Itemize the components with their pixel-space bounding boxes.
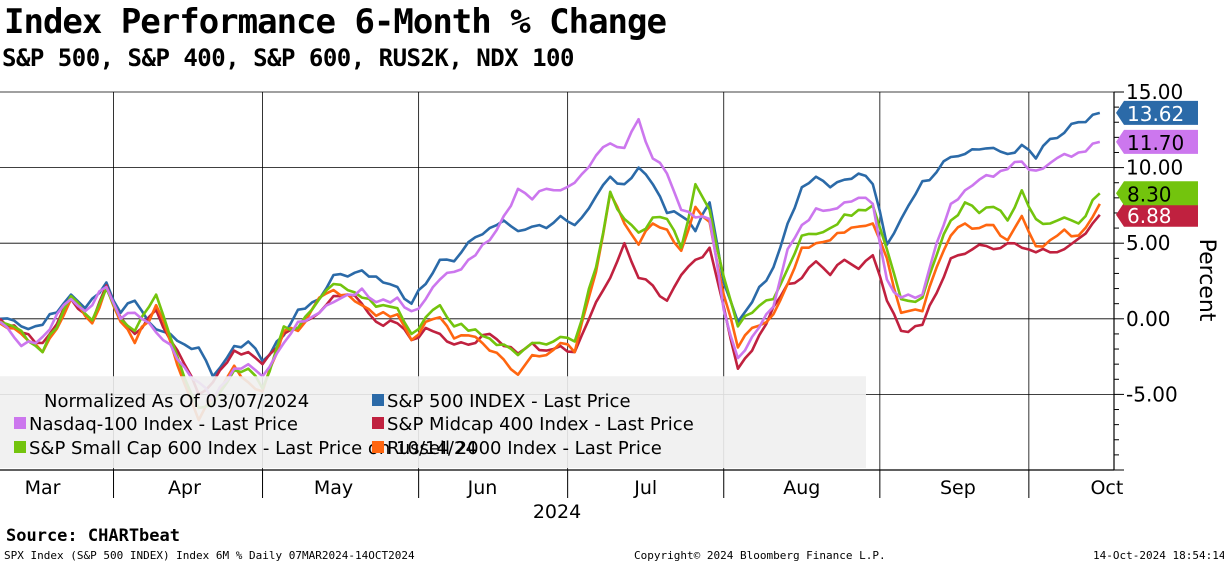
last-value-label-5: 11.70 bbox=[1127, 131, 1184, 155]
x-tick-label: Jun bbox=[467, 477, 498, 499]
legend-entry: S&P Midcap 400 Index - Last Price bbox=[387, 414, 694, 435]
x-tick-label: Oct bbox=[1090, 477, 1123, 499]
source-note: Source: CHARTbeat bbox=[6, 526, 180, 546]
chart-subtitle: S&P 500, S&P 400, S&P 600, RUS2K, NDX 10… bbox=[2, 44, 574, 72]
x-tick-label: Mar bbox=[25, 477, 61, 499]
legend: Normalized As Of 03/07/2024 S&P 500 INDEX… bbox=[0, 376, 866, 468]
y-tick-label: 10.00 bbox=[1126, 156, 1183, 180]
series-line-1 bbox=[0, 111, 1101, 378]
x-tick-label: Aug bbox=[783, 477, 820, 499]
x-tick-label: May bbox=[314, 477, 353, 499]
legend-entry: S&P Small Cap 600 Index - Last Price on … bbox=[29, 438, 477, 459]
x-tick-label: Jul bbox=[633, 477, 657, 499]
legend-box bbox=[0, 376, 866, 468]
y-tick-label: 0.00 bbox=[1126, 307, 1171, 331]
y-tick-label: -5.00 bbox=[1126, 382, 1178, 406]
last-value-tag-5 bbox=[1116, 129, 1198, 154]
x-tick-label: Apr bbox=[168, 477, 201, 499]
legend-note: Normalized As Of 03/07/2024 bbox=[44, 391, 309, 412]
legend-swatch bbox=[372, 441, 384, 453]
last-value-label-2: 6.88 bbox=[1127, 204, 1172, 228]
series-lines bbox=[0, 111, 1101, 422]
y-tick-label: 5.00 bbox=[1126, 231, 1171, 255]
legend-entry: Russell 2000 Index - Last Price bbox=[387, 438, 662, 459]
chart-title: Index Performance 6-Month % Change bbox=[4, 2, 667, 42]
last-value-tag-4 bbox=[1116, 181, 1198, 206]
last-value-label-1: 13.62 bbox=[1127, 102, 1184, 126]
series-line-4 bbox=[0, 182, 1101, 410]
x-axis-year-label: 2024 bbox=[533, 501, 581, 523]
timestamp: 14-Oct-2024 18:54:14 bbox=[1093, 549, 1224, 562]
ticker-info: SPX Index (S&P 500 INDEX) Index 6M % Dai… bbox=[4, 549, 415, 562]
last-value-label-4: 8.30 bbox=[1127, 182, 1172, 206]
legend-entry: S&P 500 INDEX - Last Price bbox=[387, 391, 631, 412]
legend-entry: Nasdaq-100 Index - Last Price bbox=[29, 414, 298, 435]
legend-swatch bbox=[372, 394, 384, 406]
axes: 15.00 10.00 5.00 0.00 -5.00 Percent Mar Apr May J… bbox=[0, 80, 1219, 523]
last-value-labels: 13.62 6.888.30 11.70 bbox=[1116, 100, 1198, 228]
series-line-2 bbox=[0, 213, 1101, 396]
copyright-notice: Copyright© 2024 Bloomberg Finance L.P. bbox=[634, 549, 886, 562]
last-value-tag-2 bbox=[1116, 202, 1198, 227]
legend-swatch bbox=[372, 417, 384, 429]
legend-swatch bbox=[14, 441, 26, 453]
y-tick-label: 15.00 bbox=[1126, 80, 1183, 104]
series-line-5 bbox=[0, 117, 1101, 402]
legend-swatch bbox=[14, 417, 26, 429]
last-value-tag-1 bbox=[1116, 100, 1198, 125]
x-tick-label: Sep bbox=[940, 477, 976, 499]
y-axis-title: Percent bbox=[1194, 239, 1219, 322]
